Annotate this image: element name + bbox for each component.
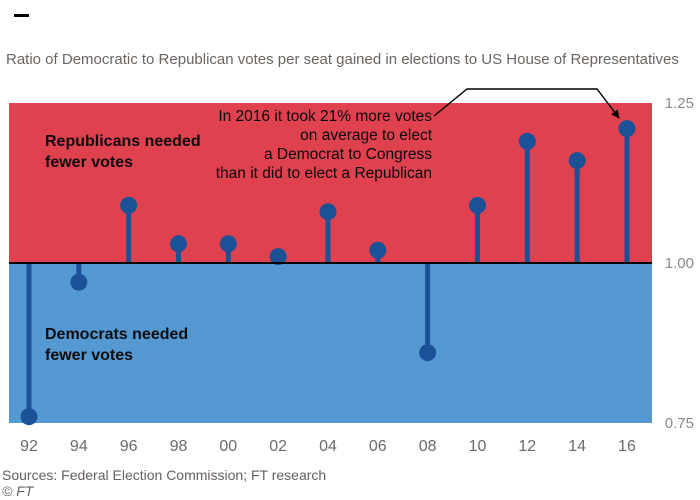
y-tick-1.25: 1.25 <box>664 95 694 112</box>
data-point-02 <box>269 248 287 266</box>
data-point-08 <box>419 344 437 362</box>
x-tick-14: 14 <box>568 438 587 455</box>
sources-note: Sources: Federal Election Commission; FT… <box>2 467 327 483</box>
copyright-note: © FT <box>2 483 34 499</box>
data-point-92 <box>20 408 38 426</box>
x-tick-02: 02 <box>269 438 288 455</box>
data-point-04 <box>319 203 337 221</box>
republican-band <box>9 103 652 263</box>
data-point-96 <box>120 196 138 214</box>
x-tick-94: 94 <box>69 438 88 455</box>
x-tick-12: 12 <box>518 438 537 455</box>
x-tick-04: 04 <box>319 438 337 455</box>
chart-title: Ratio of Democratic to Republican votes … <box>6 51 679 68</box>
republican-band-label: Republicans needed fewer votes <box>45 133 201 171</box>
data-point-00 <box>219 235 237 253</box>
x-tick-96: 96 <box>119 438 138 455</box>
x-tick-92: 92 <box>20 438 38 455</box>
x-tick-00: 00 <box>219 438 238 455</box>
annotation-leader-arrow <box>433 88 620 119</box>
data-point-10 <box>468 196 486 214</box>
data-point-16 <box>618 120 636 138</box>
ft-top-dash <box>14 14 29 17</box>
data-point-98 <box>169 235 187 253</box>
y-tick-1.00: 1.00 <box>664 255 694 272</box>
democrat-band-label: Democrats needed fewer votes <box>45 326 189 364</box>
x-tick-16: 16 <box>618 438 636 455</box>
x-tick-06: 06 <box>368 438 387 455</box>
data-point-14 <box>568 152 586 170</box>
y-tick-0.75: 0.75 <box>664 415 694 432</box>
x-tick-98: 98 <box>169 438 188 455</box>
data-point-06 <box>369 241 387 259</box>
x-tick-08: 08 <box>418 438 437 455</box>
democrat-band <box>9 263 652 423</box>
x-tick-10: 10 <box>468 438 487 455</box>
chart-annotation: In 2016 it took 21% more votes on averag… <box>215 108 432 182</box>
data-point-12 <box>518 132 536 150</box>
data-point-94 <box>70 273 88 291</box>
